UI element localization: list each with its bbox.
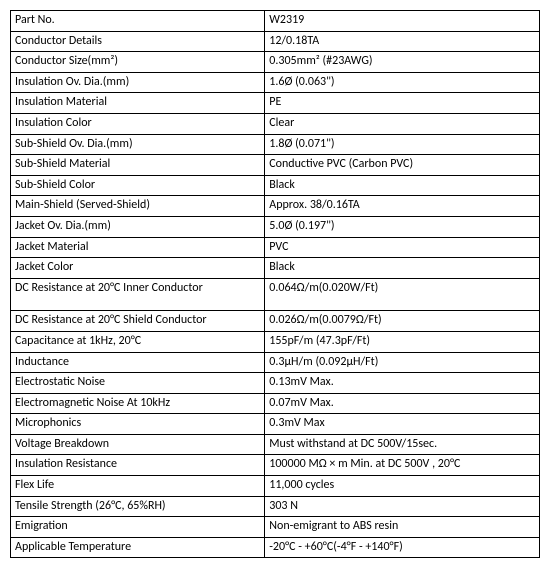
spec-value: Black	[265, 175, 540, 196]
spec-value: 1.8Ø (0.071")	[265, 134, 540, 155]
spec-label: Voltage Breakdown	[11, 434, 265, 455]
table-row: Sub-Shield Ov. Dia.(mm)1.8Ø (0.071")	[11, 134, 540, 155]
table-row: Jacket Ov. Dia.(mm)5.0Ø (0.197")	[11, 216, 540, 237]
table-row: Jacket MaterialPVC	[11, 237, 540, 258]
table-row: Part No.W2319	[11, 11, 540, 32]
table-row: Main-Shield (Served-Shield)Approx. 38/0.…	[11, 196, 540, 217]
table-row: DC Resistance at 20°C Inner Conductor0.0…	[11, 278, 540, 311]
table-row: Insulation Resistance100000 MΩ × m Min. …	[11, 455, 540, 476]
spec-label: Applicable Temperature	[11, 537, 265, 558]
spec-value: 155pF/m (47.3pF/Ft)	[265, 331, 540, 352]
spec-label: Sub-Shield Ov. Dia.(mm)	[11, 134, 265, 155]
table-row: Sub-Shield MaterialConductive PVC (Carbo…	[11, 155, 540, 176]
spec-label: Conductor Size(mm²)	[11, 52, 265, 73]
spec-label: DC Resistance at 20°C Shield Conductor	[11, 311, 265, 332]
spec-tbody: Part No.W2319Conductor Details12/0.18TAC…	[11, 11, 540, 558]
spec-value: Black	[265, 258, 540, 279]
table-row: Capacitance at 1kHz, 20°C155pF/m (47.3pF…	[11, 331, 540, 352]
table-row: Conductor Size(mm²)0.305mm² (#23AWG)	[11, 52, 540, 73]
spec-table: Part No.W2319Conductor Details12/0.18TAC…	[10, 10, 540, 558]
table-row: Voltage BreakdownMust withstand at DC 50…	[11, 434, 540, 455]
table-row: Applicable Temperature-20°C - +60°C(-4°F…	[11, 537, 540, 558]
table-row: Sub-Shield ColorBlack	[11, 175, 540, 196]
spec-value: 0.13mV Max.	[265, 373, 540, 394]
spec-label: DC Resistance at 20°C Inner Conductor	[11, 278, 265, 311]
table-row: Inductance0.3μH/m (0.092μH/Ft)	[11, 352, 540, 373]
spec-value: 0.305mm² (#23AWG)	[265, 52, 540, 73]
table-row: Electrostatic Noise0.13mV Max.	[11, 373, 540, 394]
spec-value: 100000 MΩ × m Min. at DC 500V , 20°C	[265, 455, 540, 476]
spec-label: Tensile Strength (26°C, 65%RH)	[11, 496, 265, 517]
table-row: Insulation MaterialPE	[11, 93, 540, 114]
spec-value: Non-emigrant to ABS resin	[265, 517, 540, 538]
spec-label: Main-Shield (Served-Shield)	[11, 196, 265, 217]
spec-value: 5.0Ø (0.197")	[265, 216, 540, 237]
spec-label: Part No.	[11, 11, 265, 32]
spec-label: Emigration	[11, 517, 265, 538]
table-row: DC Resistance at 20°C Shield Conductor0.…	[11, 311, 540, 332]
spec-label: Microphonics	[11, 414, 265, 435]
spec-value: W2319	[265, 11, 540, 32]
spec-label: Capacitance at 1kHz, 20°C	[11, 331, 265, 352]
spec-label: Jacket Material	[11, 237, 265, 258]
spec-label: Inductance	[11, 352, 265, 373]
spec-value: 0.026Ω/m(0.0079Ω/Ft)	[265, 311, 540, 332]
spec-value: Approx. 38/0.16TA	[265, 196, 540, 217]
spec-label: Electromagnetic Noise At 10kHz	[11, 393, 265, 414]
spec-value: 0.3mV Max	[265, 414, 540, 435]
table-row: Flex Life11,000 cycles	[11, 476, 540, 497]
spec-value: Clear	[265, 113, 540, 134]
table-row: Insulation ColorClear	[11, 113, 540, 134]
spec-value: 11,000 cycles	[265, 476, 540, 497]
spec-value: PE	[265, 93, 540, 114]
spec-label: Flex Life	[11, 476, 265, 497]
spec-label: Electrostatic Noise	[11, 373, 265, 394]
spec-value: 0.07mV Max.	[265, 393, 540, 414]
table-row: Electromagnetic Noise At 10kHz0.07mV Max…	[11, 393, 540, 414]
spec-value: 12/0.18TA	[265, 31, 540, 52]
spec-label: Insulation Material	[11, 93, 265, 114]
spec-label: Conductor Details	[11, 31, 265, 52]
spec-value: -20°C - +60°C(-4°F - +140°F)	[265, 537, 540, 558]
spec-value: 0.3μH/m (0.092μH/Ft)	[265, 352, 540, 373]
spec-value: Conductive PVC (Carbon PVC)	[265, 155, 540, 176]
spec-label: Sub-Shield Material	[11, 155, 265, 176]
table-row: Microphonics0.3mV Max	[11, 414, 540, 435]
spec-value: 303 N	[265, 496, 540, 517]
table-row: EmigrationNon-emigrant to ABS resin	[11, 517, 540, 538]
spec-value: 1.6Ø (0.063")	[265, 72, 540, 93]
spec-label: Insulation Color	[11, 113, 265, 134]
spec-label: Sub-Shield Color	[11, 175, 265, 196]
spec-value: 0.064Ω/m(0.020W/Ft)	[265, 278, 540, 311]
spec-label: Insulation Resistance	[11, 455, 265, 476]
table-row: Tensile Strength (26°C, 65%RH)303 N	[11, 496, 540, 517]
spec-label: Jacket Color	[11, 258, 265, 279]
spec-label: Insulation Ov. Dia.(mm)	[11, 72, 265, 93]
spec-label: Jacket Ov. Dia.(mm)	[11, 216, 265, 237]
spec-value: PVC	[265, 237, 540, 258]
table-row: Insulation Ov. Dia.(mm)1.6Ø (0.063")	[11, 72, 540, 93]
spec-value: Must withstand at DC 500V/15sec.	[265, 434, 540, 455]
table-row: Conductor Details12/0.18TA	[11, 31, 540, 52]
table-row: Jacket ColorBlack	[11, 258, 540, 279]
